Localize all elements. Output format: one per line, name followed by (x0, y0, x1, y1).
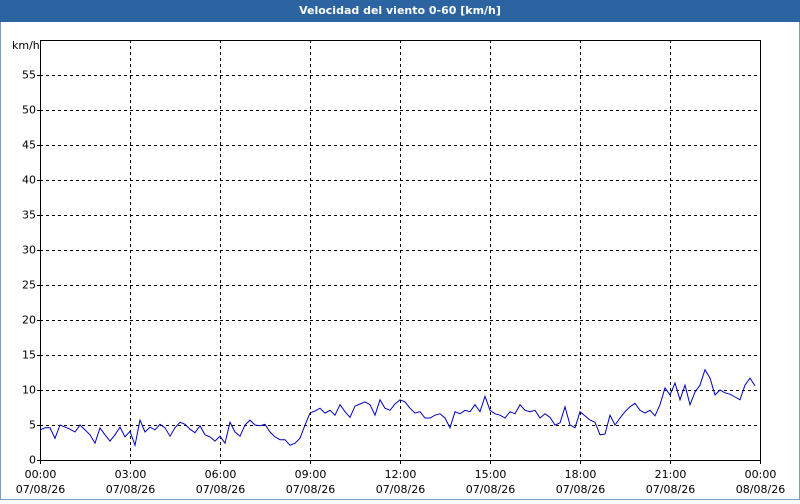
y-tick-label: 5 (29, 419, 36, 432)
x-tick-label: 21:00 (655, 468, 687, 481)
x-tick-date: 07/08/26 (196, 483, 245, 496)
x-tick-label: 06:00 (205, 468, 237, 481)
y-tick-label: 10 (22, 384, 36, 397)
y-tick-label: 25 (22, 279, 36, 292)
y-tick-label: 0 (29, 454, 36, 467)
x-tick-date: 07/08/26 (556, 483, 605, 496)
x-tick-date: 07/08/26 (376, 483, 425, 496)
y-tick-label: 30 (22, 244, 36, 257)
y-tick-label: 15 (22, 349, 36, 362)
data-line (39, 368, 756, 448)
x-tick-label: 03:00 (115, 468, 147, 481)
x-tick-date: 07/08/26 (466, 483, 515, 496)
x-tick-label: 12:00 (385, 468, 417, 481)
y-tick-label: 45 (22, 139, 36, 152)
y-tick-label: 40 (22, 174, 36, 187)
x-tick-date: 07/08/26 (286, 483, 335, 496)
y-tick-label: 35 (22, 209, 36, 222)
x-tick-date: 07/08/26 (106, 483, 155, 496)
x-tick-date: 08/08/26 (736, 483, 785, 496)
x-tick-label: 15:00 (475, 468, 507, 481)
x-tick-label: 00:00 (745, 468, 777, 481)
y-tick-label: 20 (22, 314, 36, 327)
chart-title: Velocidad del viento 0-60 [km/h] (299, 4, 501, 17)
x-tick-label: 18:00 (565, 468, 597, 481)
y-tick-label: 55 (22, 69, 36, 82)
x-tick-label: 09:00 (295, 468, 327, 481)
x-tick-date: 07/08/26 (646, 483, 695, 496)
title-bar (0, 0, 800, 22)
y-unit: km/h (12, 39, 40, 52)
y-tick-label: 50 (22, 104, 36, 117)
x-tick-label: 00:00 (25, 468, 57, 481)
x-tick-date: 07/08/26 (16, 483, 65, 496)
